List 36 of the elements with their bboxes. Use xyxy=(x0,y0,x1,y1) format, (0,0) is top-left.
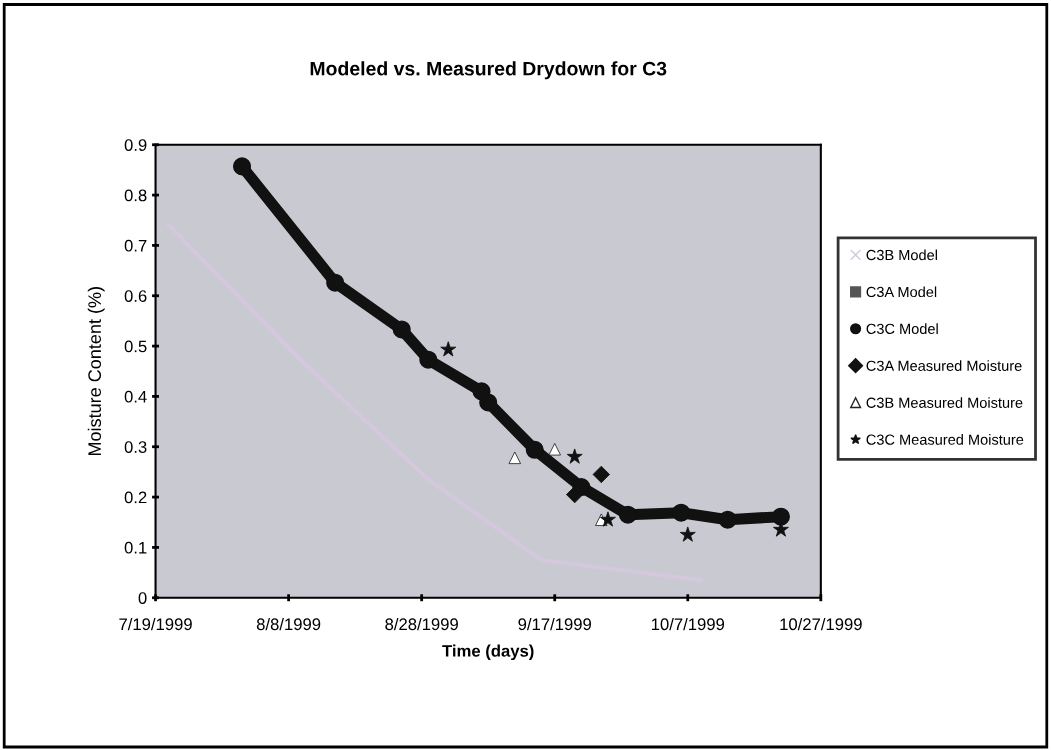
point xyxy=(326,273,345,292)
chart-title: Modeled vs. Measured Drydown for C3 xyxy=(310,61,667,80)
legend-label: C3B Measured Moisture xyxy=(866,397,1023,408)
point xyxy=(233,157,252,176)
line-series xyxy=(166,223,704,583)
x-tick-label: 8/8/1999 xyxy=(256,617,321,631)
point xyxy=(479,393,498,412)
y-tick-label: 0 xyxy=(138,592,147,604)
y-tick-label: 0.6 xyxy=(124,290,147,302)
y-tick-label: 0.2 xyxy=(124,491,147,504)
legend-label: C3C Measured Moisture xyxy=(866,434,1024,445)
y-tick-label: 0.7 xyxy=(124,239,147,252)
point xyxy=(525,440,544,459)
point xyxy=(419,350,438,369)
x-tick-label: 10/7/1999 xyxy=(651,617,725,631)
point xyxy=(771,507,790,526)
legend-label: C3A Model xyxy=(866,286,937,298)
x-tick-label: 10/27/1999 xyxy=(780,617,862,631)
y-tick-label: 0.5 xyxy=(124,340,147,353)
x-axis-title: Time (days) xyxy=(442,644,534,661)
legend-label: C3C Model xyxy=(866,323,938,335)
point xyxy=(718,510,737,529)
x-tick-label: 9/17/1999 xyxy=(518,617,591,631)
point xyxy=(672,503,691,522)
x-tick-label: 7/19/1999 xyxy=(119,617,192,631)
point xyxy=(392,320,411,339)
legend-label: C3A Measured Moisture xyxy=(866,360,1022,371)
y-tick-label: 0.9 xyxy=(124,139,147,151)
y-tick-label: 0.8 xyxy=(124,189,147,202)
point xyxy=(618,505,637,524)
y-tick-label: 0.1 xyxy=(124,541,147,554)
y-tick-label: 0.3 xyxy=(124,441,147,453)
y-tick-label: 0.4 xyxy=(124,390,147,403)
x-tick-label: 8/28/1999 xyxy=(385,617,458,631)
legend-label: C3B Model xyxy=(866,249,937,261)
y-axis-title: Moisture Content (%) xyxy=(87,287,105,456)
